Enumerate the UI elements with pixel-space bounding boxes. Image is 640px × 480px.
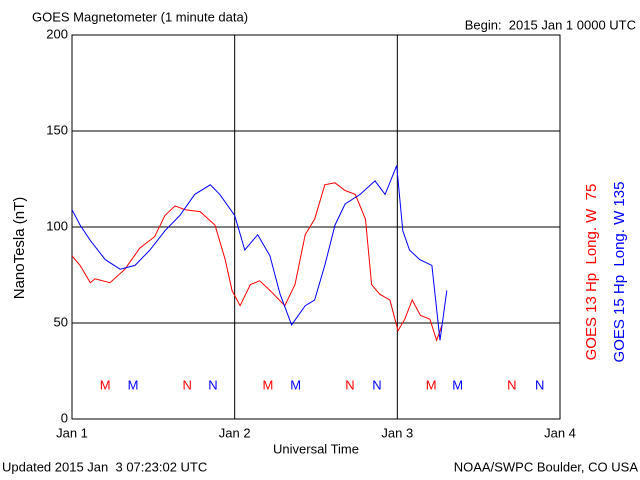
y-tick-label: 100 [46,218,68,233]
series-line [71,165,448,341]
updated-label: Updated 2015 Jan 3 07:23:02 UTC [2,459,207,474]
y-tick-label: 0 [61,410,68,425]
time-marker: M [290,377,301,392]
time-marker: N [208,377,217,392]
x-tick-label: Jan 3 [381,425,413,440]
credit-label: NOAA/SWPC Boulder, CO USA [454,459,639,474]
x-tick-label: Jan 2 [219,425,251,440]
x-tick-label: Jan 4 [544,425,576,440]
series-line [71,182,443,342]
y-tick-label: 200 [46,26,68,41]
time-marker: M [426,377,437,392]
legend-entry: GOES 15 Hp Long. W 135 [611,182,628,363]
chart-title: GOES Magnetometer (1 minute data) [32,9,248,24]
time-marker: N [535,377,544,392]
time-marker: N [507,377,516,392]
x-tick-label: Jan 1 [56,425,88,440]
time-marker: N [372,377,381,392]
x-axis-label: Universal Time [273,441,359,456]
time-marker: M [262,377,273,392]
y-axis-label: NanoTesla (nT) [11,197,28,300]
time-marker: M [100,377,111,392]
y-tick-label: 150 [46,122,68,137]
time-marker: M [128,377,139,392]
time-marker: N [345,377,354,392]
time-marker: N [183,377,192,392]
legend-entry: GOES 13 Hp Long. W 75 [583,184,600,361]
y-tick-label: 50 [54,314,68,329]
begin-label: Begin: 2015 Jan 1 0000 UTC [465,17,636,32]
time-marker: M [452,377,463,392]
